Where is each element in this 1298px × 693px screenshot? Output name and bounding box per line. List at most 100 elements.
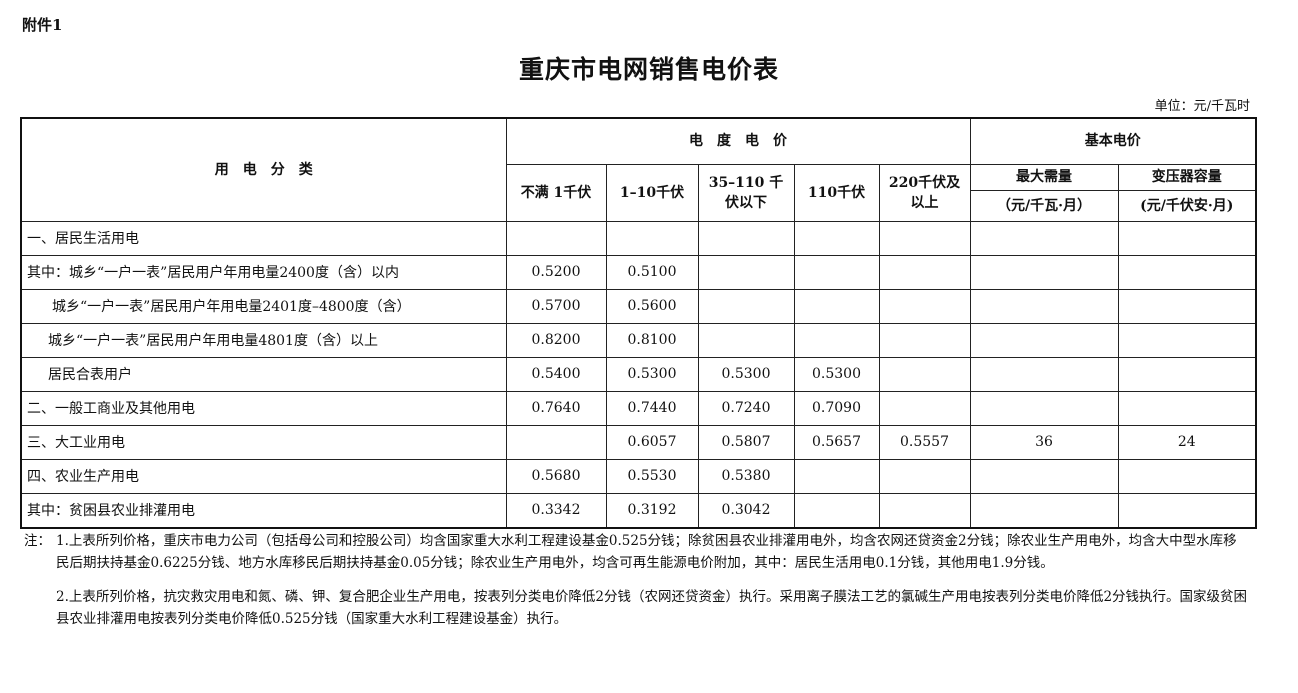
price-cell: 0.7640	[505, 390, 607, 426]
price-cell	[793, 254, 880, 290]
row-category: 一、居民生活用电	[20, 220, 507, 256]
price-cell	[1117, 220, 1257, 256]
price-cell: 0.5557	[878, 424, 971, 460]
price-cell: 0.7090	[793, 390, 880, 426]
attachment-label: 附件1	[22, 16, 63, 34]
note-item: 2.上表所列价格，抗灾救灾用电和氮、磷、钾、复合肥企业生产用电，按表列分类电价降…	[56, 589, 1248, 627]
price-cell	[697, 288, 795, 324]
notes: 注： 1.上表所列价格，重庆市电力公司（包括母公司和控股公司）均含国家重大水利工…	[24, 530, 1249, 642]
table-row: 其中：城乡“一户一表”居民用户年用电量2400度（含）以内 0.5200 0.510…	[20, 254, 1257, 290]
price-cell: 24	[1117, 424, 1257, 460]
price-cell: 0.7240	[697, 390, 795, 426]
price-cell	[1117, 458, 1257, 494]
price-cell	[1117, 390, 1257, 426]
price-cell	[878, 322, 971, 358]
price-cell	[1117, 288, 1257, 324]
header-basic-price: 基本电价	[969, 117, 1257, 165]
row-category: 城乡“一户一表”居民用户年用电量4801度（含）以上	[20, 322, 507, 358]
price-cell	[1117, 254, 1257, 290]
header-voltage: 1–10千伏	[605, 163, 699, 222]
header-voltage: 220千伏及以上	[878, 163, 971, 222]
price-cell	[697, 254, 795, 290]
price-cell: 0.6057	[605, 424, 699, 460]
price-cell	[697, 220, 795, 256]
price-cell	[878, 220, 971, 256]
price-cell: 0.5600	[605, 288, 699, 324]
header-transformer: 变压器容量	[1117, 163, 1257, 191]
price-cell: 0.5300	[605, 356, 699, 392]
table-row: 三、大工业用电 0.6057 0.5807 0.5657 0.5557 36 24	[20, 424, 1257, 460]
note-item: 1.上表所列价格，重庆市电力公司（包括母公司和控股公司）均含国家重大水利工程建设…	[56, 533, 1237, 571]
price-cell	[878, 288, 971, 324]
price-cell	[878, 390, 971, 426]
table-row: 城乡“一户一表”居民用户年用电量2401度–4800度（含） 0.5700 0.56…	[20, 288, 1257, 324]
price-cell: 0.5300	[697, 356, 795, 392]
header-transformer-unit: (元/千伏安·月)	[1117, 189, 1257, 222]
unit-label: 单位：元/千瓦时	[1154, 99, 1250, 114]
table-row: 二、一般工商业及其他用电 0.7640 0.7440 0.7240 0.7090	[20, 390, 1257, 426]
price-cell	[505, 424, 607, 460]
header-voltage: 110千伏	[793, 163, 880, 222]
price-cell	[969, 220, 1119, 256]
price-cell	[878, 458, 971, 494]
price-cell	[969, 288, 1119, 324]
notes-label: 注：	[24, 533, 51, 549]
table-row: 一、居民生活用电	[20, 220, 1257, 256]
price-cell	[969, 390, 1119, 426]
price-cell: 0.3342	[505, 492, 607, 528]
table-row: 四、农业生产用电 0.5680 0.5530 0.5380	[20, 458, 1257, 494]
price-cell	[969, 458, 1119, 494]
row-category: 三、大工业用电	[20, 424, 507, 460]
price-cell: 36	[969, 424, 1119, 460]
page-title: 重庆市电网销售电价表	[518, 55, 779, 84]
price-cell	[793, 220, 880, 256]
price-cell	[878, 492, 971, 528]
price-cell	[505, 220, 607, 256]
price-cell: 0.5300	[793, 356, 880, 392]
table-row: 其中：贫困县农业排灌用电 0.3342 0.3192 0.3042	[20, 492, 1257, 528]
price-cell: 0.5530	[605, 458, 699, 494]
price-cell	[969, 492, 1119, 528]
price-cell	[878, 356, 971, 392]
price-cell: 0.5807	[697, 424, 795, 460]
row-category: 其中：城乡“一户一表”居民用户年用电量2400度（含）以内	[20, 254, 507, 290]
price-cell: 0.5680	[505, 458, 607, 494]
price-cell: 0.3042	[697, 492, 795, 528]
price-cell: 0.5380	[697, 458, 795, 494]
price-cell	[969, 356, 1119, 392]
header-max-demand-unit: （元/千瓦·月）	[969, 189, 1119, 222]
row-category: 城乡“一户一表”居民用户年用电量2401度–4800度（含）	[20, 288, 507, 324]
price-cell	[969, 254, 1119, 290]
price-cell: 0.8200	[505, 322, 607, 358]
price-table: 用 电 分 类 电 度 电 价 基本电价 不满 1千伏 1–10千伏 35–11…	[20, 117, 1258, 529]
price-cell	[793, 492, 880, 528]
header-voltage: 不满 1千伏	[505, 163, 607, 222]
header-category: 用 电 分 类	[20, 117, 507, 222]
price-cell: 0.8100	[605, 322, 699, 358]
price-cell	[969, 322, 1119, 358]
price-cell	[697, 322, 795, 358]
price-cell: 0.5200	[505, 254, 607, 290]
price-cell: 0.5657	[793, 424, 880, 460]
table-row: 居民合表用户 0.5400 0.5300 0.5300 0.5300	[20, 356, 1257, 392]
price-cell	[793, 458, 880, 494]
price-cell	[1117, 356, 1257, 392]
row-category: 二、一般工商业及其他用电	[20, 390, 507, 426]
price-cell	[793, 288, 880, 324]
price-cell: 0.5100	[605, 254, 699, 290]
row-category: 居民合表用户	[20, 356, 507, 392]
price-cell: 0.3192	[605, 492, 699, 528]
header-voltage: 35–110 千伏以下	[697, 163, 795, 222]
row-category: 其中：贫困县农业排灌用电	[20, 492, 507, 528]
price-cell: 0.5700	[505, 288, 607, 324]
header-energy-price: 电 度 电 价	[505, 117, 971, 165]
row-category: 四、农业生产用电	[20, 458, 507, 494]
table-row: 城乡“一户一表”居民用户年用电量4801度（含）以上 0.8200 0.8100	[20, 322, 1257, 358]
header-max-demand: 最大需量	[969, 163, 1119, 191]
price-cell: 0.5400	[505, 356, 607, 392]
price-cell	[878, 254, 971, 290]
price-cell	[1117, 322, 1257, 358]
price-cell: 0.7440	[605, 390, 699, 426]
price-cell	[793, 322, 880, 358]
price-cell	[1117, 492, 1257, 528]
